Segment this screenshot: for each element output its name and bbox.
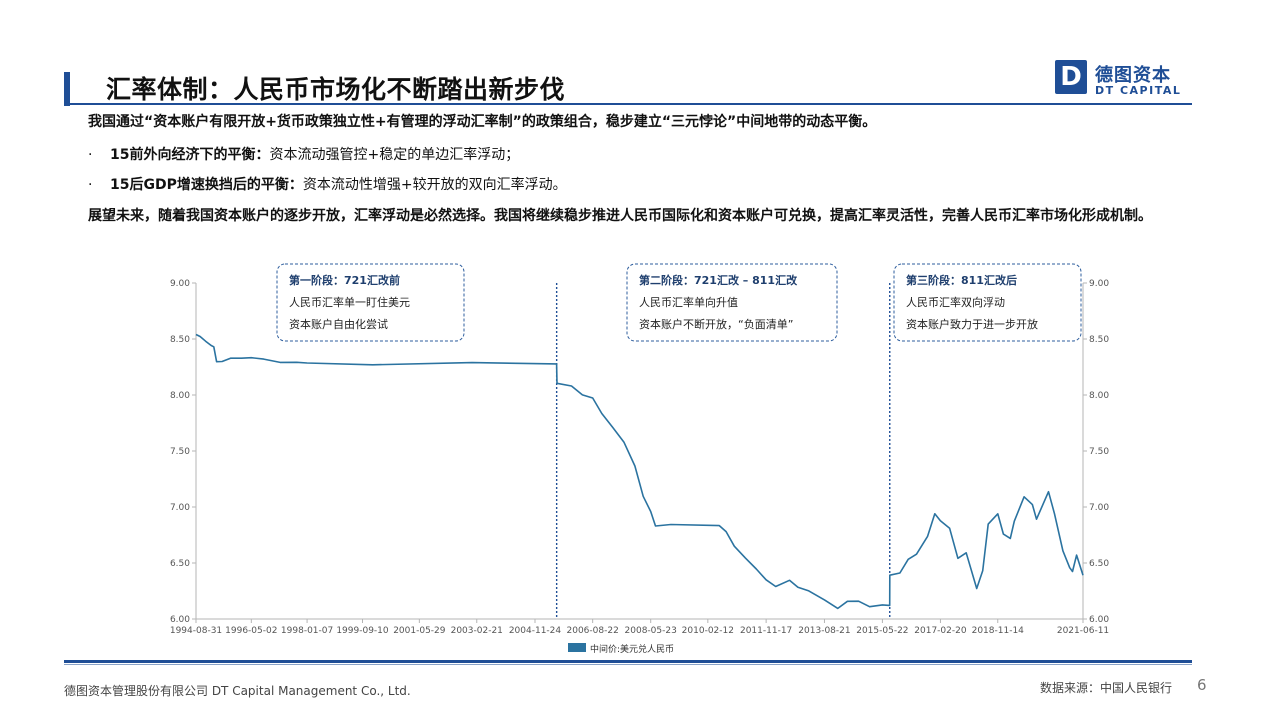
- chart-axes: 9.00 8.50 8.00 7.50 7.00 6.50 6.00 9.00 8.50 8.00…: [170, 279, 1109, 636]
- title-accent-bar: [64, 72, 70, 106]
- x-tick-label: 2006-08-22: [567, 626, 619, 636]
- intro-paragraph: 我国通过“资本账户有限开放+货币政策独立性+有管理的浮动汇率制”的政策组合，稳步…: [88, 114, 877, 130]
- x-tick-label: 1994-08-31: [170, 626, 222, 636]
- x-tick-label: 1998-01-07: [281, 626, 333, 636]
- right-y-tick-label: 6.50: [1089, 559, 1109, 569]
- y-tick-label: 9.00: [170, 279, 190, 289]
- phase-box-line: 人民币汇率单一盯住美元: [289, 295, 410, 309]
- phase-box-2: 第二阶段：721汇改 – 811汇改人民币汇率单向升值资本账户不断开放，“负面清…: [626, 263, 838, 342]
- page-number: 6: [1197, 676, 1207, 694]
- bullet-heading: 15后GDP增速换挡后的平衡：: [110, 177, 303, 193]
- x-tick-label: 2004-11-24: [509, 626, 562, 636]
- right-y-tick-label: 7.00: [1089, 503, 1109, 513]
- x-tick-label: 1996-05-02: [225, 626, 277, 636]
- phase-box-line: 资本账户自由化尝试: [289, 317, 388, 331]
- footer-divider: [64, 660, 1192, 663]
- x-tick-label: 2008-05-23: [625, 626, 677, 636]
- phase-box-title: 第一阶段：721汇改前: [289, 273, 400, 287]
- footer-divider-thin: [64, 664, 1192, 665]
- logo-en-text: DT CAPITAL: [1095, 84, 1182, 97]
- bullet-item-2: · 15后GDP增速换挡后的平衡：资本流动性增强+较开放的双向汇率浮动。: [88, 174, 567, 196]
- phase-box-frame: [893, 263, 1082, 342]
- x-tick-label: 1999-09-10: [336, 626, 389, 636]
- phase-box-line: 人民币汇率双向浮动: [906, 295, 1005, 309]
- y-tick-label: 8.50: [170, 335, 190, 345]
- data-source: 数据来源：中国人民银行: [1040, 681, 1173, 695]
- x-tick-label: 2010-02-12: [682, 626, 734, 636]
- x-tick-label: 2017-02-20: [914, 626, 967, 636]
- y-tick-label: 6.00: [170, 615, 190, 625]
- phase-box-line: 资本账户致力于进一步开放: [906, 317, 1038, 331]
- bullet-item-1: · 15前外向经济下的平衡：资本流动强管控+稳定的单边汇率浮动；: [88, 144, 519, 166]
- series-line: [195, 333, 1084, 610]
- bullet-dot: ·: [88, 177, 93, 193]
- phase-box-frame: [276, 263, 465, 342]
- x-tick-label: 2001-05-29: [393, 626, 446, 636]
- right-y-tick-label: 6.00: [1089, 615, 1109, 625]
- x-tick-label: 2018-11-14: [972, 626, 1025, 636]
- outlook-paragraph: 展望未来，随着我国资本账户的逐步开放，汇率浮动是必然选择。我国将继续稳步推进人民…: [88, 208, 1152, 224]
- x-tick-label: 2011-11-17: [740, 626, 792, 636]
- right-y-tick-label: 7.50: [1089, 447, 1109, 457]
- right-y-tick-label: 8.50: [1089, 335, 1109, 345]
- phase-box-line: 资本账户不断开放，“负面清单”: [639, 317, 793, 331]
- phase-box-title: 第三阶段：811汇改后: [906, 273, 1017, 287]
- y-tick-label: 7.50: [170, 447, 190, 457]
- y-tick-label: 6.50: [170, 559, 190, 569]
- series-layer: [195, 333, 1084, 610]
- page-title: 汇率体制：人民币市场化不断踏出新步伐: [106, 75, 566, 104]
- bullet-text: 资本流动性增强+较开放的双向汇率浮动。: [302, 177, 567, 193]
- right-y-tick-label: 8.00: [1089, 391, 1109, 401]
- phase-box-line: 人民币汇率单向升值: [639, 295, 738, 309]
- title-divider: [64, 103, 1192, 105]
- footer-company: 德图资本管理股份有限公司 DT Capital Management Co., …: [64, 684, 411, 698]
- logo-mark-icon: D: [1055, 60, 1087, 94]
- bullet-heading: 15前外向经济下的平衡：: [110, 147, 270, 163]
- right-y-tick-label: 9.00: [1089, 279, 1109, 289]
- x-tick-label: 2021-06-11: [1057, 626, 1109, 636]
- chart-legend: 中间价:美元兑人民币: [568, 643, 674, 655]
- x-tick-label: 2013-08-21: [798, 626, 850, 636]
- y-tick-label: 7.00: [170, 503, 190, 513]
- phase-box-frame: [626, 263, 838, 342]
- y-tick-label: 8.00: [170, 391, 190, 401]
- logo-cn-text: 德图资本: [1095, 65, 1171, 86]
- phase-dividers: [555, 283, 891, 619]
- legend-swatch: [568, 643, 586, 652]
- phase-box-title: 第二阶段：721汇改 – 811汇改: [639, 273, 798, 287]
- legend-label: 中间价:美元兑人民币: [590, 643, 674, 655]
- bullet-dot: ·: [88, 147, 93, 163]
- x-tick-label: 2003-02-21: [451, 626, 503, 636]
- bullet-text: 资本流动强管控+稳定的单边汇率浮动；: [269, 147, 520, 163]
- x-tick-label: 2015-05-22: [856, 626, 908, 636]
- company-logo: D 德图资本 DT CAPITAL: [1055, 60, 1195, 100]
